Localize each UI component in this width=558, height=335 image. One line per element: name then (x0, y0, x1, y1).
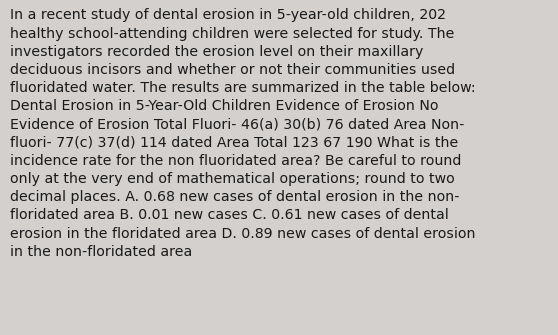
Text: In a recent study of dental erosion in 5-year-old children, 202
healthy school-a: In a recent study of dental erosion in 5… (10, 8, 475, 259)
